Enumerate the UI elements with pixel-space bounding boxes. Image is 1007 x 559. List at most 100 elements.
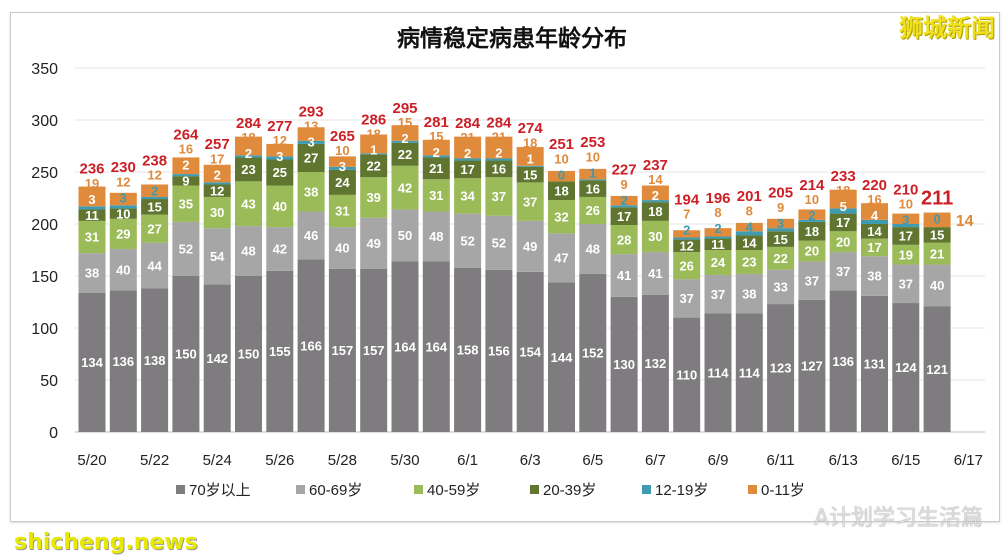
data-label: 13 [304, 119, 318, 134]
bar-segment [485, 136, 513, 159]
data-label: 154 [519, 345, 541, 360]
bar-segment [704, 238, 732, 250]
bar-segment [328, 169, 356, 195]
bar-segment [610, 205, 638, 208]
bar-segment [548, 181, 575, 201]
bar-segment [266, 185, 294, 228]
bar-segment [391, 125, 419, 141]
data-label: 40 [335, 241, 349, 256]
watermark-brand: shicheng.news [14, 530, 198, 555]
data-label: 166 [300, 338, 322, 353]
data-label: 15 [523, 167, 537, 182]
bar-segment [78, 220, 106, 254]
data-label: 52 [492, 235, 506, 250]
data-label: 2 [401, 131, 408, 146]
bar-segment [172, 185, 200, 222]
bar-segment [641, 185, 669, 201]
total-label: 201 [737, 188, 762, 205]
x-tick-label: 5/28 [328, 452, 357, 469]
data-label: 3 [120, 190, 127, 205]
data-label: 17 [836, 215, 850, 230]
bar-segment [203, 196, 231, 229]
data-label: 114 [739, 365, 761, 380]
bar-segment [422, 179, 450, 212]
y-tick-label: 50 [40, 373, 58, 390]
chart-frame [10, 12, 1000, 522]
bar-segment [109, 218, 137, 249]
bar-segment [767, 218, 795, 229]
bar-segment [673, 237, 701, 240]
data-label: 35 [179, 196, 193, 211]
total-label: 286 [361, 111, 386, 128]
bar-segment [422, 155, 450, 158]
data-label: 12 [116, 174, 130, 189]
bar-segment [172, 221, 200, 276]
bar-segment [767, 246, 795, 270]
x-tick-label: 6/9 [708, 452, 729, 469]
data-label: 40 [273, 199, 287, 214]
data-label: 0 [933, 212, 940, 227]
total-label: 253 [580, 134, 605, 151]
legend-label: 60-69岁 [309, 482, 362, 499]
data-label: 156 [488, 344, 510, 359]
total-label: 238 [142, 152, 167, 169]
data-label: 9 [777, 200, 784, 215]
total-label: 277 [267, 118, 292, 135]
bar-segment [673, 317, 701, 432]
data-label: 131 [864, 357, 886, 372]
data-label: 11 [85, 208, 99, 223]
data-label: 14 [648, 172, 663, 187]
data-label: 2 [433, 145, 440, 160]
bar-segment [172, 276, 200, 432]
bar-segment [235, 181, 262, 227]
x-tick-label: 6/3 [520, 452, 541, 469]
data-label: 41 [617, 268, 631, 283]
data-label: 31 [85, 230, 99, 245]
data-label: 21 [460, 130, 474, 145]
bar-segment [798, 219, 826, 222]
bar-segment [391, 261, 419, 432]
bar-segment [892, 224, 920, 228]
data-label: 31 [335, 204, 349, 219]
data-label: 10 [116, 206, 130, 221]
data-label: 138 [144, 353, 166, 368]
bar-segment [829, 290, 857, 432]
y-tick-label: 350 [31, 61, 58, 78]
bar-segment [422, 261, 450, 432]
bar-segment [829, 208, 857, 214]
data-label: 121 [926, 362, 948, 377]
data-label: 28 [617, 232, 631, 247]
data-label: 37 [899, 276, 913, 291]
bar-segment [798, 261, 826, 300]
bar-segment [641, 220, 669, 253]
bar-segment [109, 205, 137, 209]
data-label: 10 [586, 149, 600, 164]
bar-segment [829, 213, 857, 232]
data-label: 164 [394, 339, 416, 354]
data-label: 127 [801, 359, 823, 374]
bar-segment [704, 313, 732, 432]
bar-segment [767, 228, 795, 232]
bar-segment [704, 274, 732, 314]
legend-label: 70岁以上 [189, 482, 251, 499]
y-tick-label: 100 [31, 321, 58, 338]
total-label: 227 [612, 162, 637, 179]
data-label: 40 [930, 278, 944, 293]
bar-segment [548, 233, 575, 283]
bar-segment [704, 250, 732, 275]
data-label: 38 [85, 266, 99, 281]
bar-segment [391, 140, 419, 143]
x-tick-label: 5/30 [390, 452, 419, 469]
data-label: 22 [366, 158, 380, 173]
bar-segment [360, 177, 388, 218]
bar-segment [141, 196, 169, 200]
watermark-wechat: A计划学习生活篇 [813, 506, 983, 531]
data-label: 3 [88, 192, 95, 207]
total-label: 210 [893, 181, 918, 198]
total-label: 293 [299, 103, 324, 120]
data-label: 30 [648, 229, 662, 244]
bar-segment [610, 225, 638, 255]
bar-segment [454, 136, 482, 159]
x-tick-label: 6/1 [457, 452, 478, 469]
